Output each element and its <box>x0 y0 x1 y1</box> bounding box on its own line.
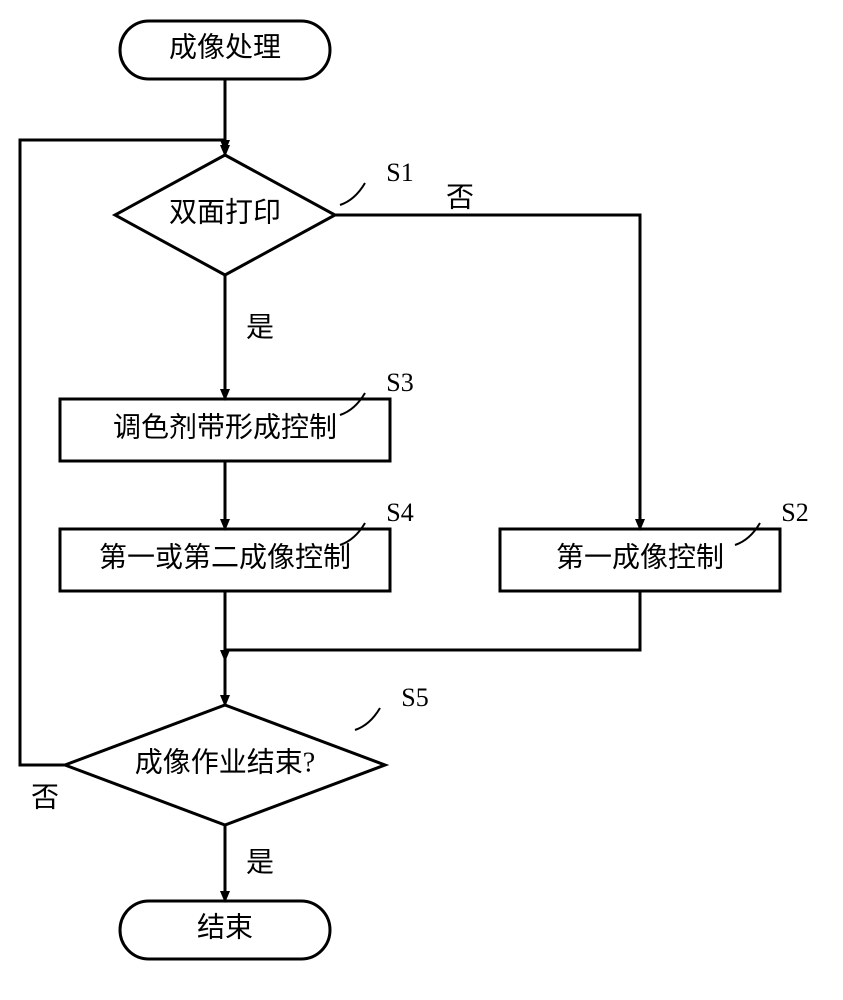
edge-label: 否 <box>31 782 59 813</box>
node-text-s2: 第一成像控制 <box>556 541 724 573</box>
edge-s5_left_no <box>20 140 225 765</box>
svg-text:S2: S2 <box>781 498 808 527</box>
edge-s1_right_no <box>335 215 640 529</box>
node-text-s1: 双面打印 <box>169 196 281 228</box>
svg-text:S1: S1 <box>386 158 413 187</box>
node-text-s5: 成像作业结束? <box>135 746 315 778</box>
edge-label: 否 <box>446 182 474 213</box>
node-text-s4: 第一或第二成像控制 <box>99 541 351 573</box>
edge-label: 是 <box>246 847 274 878</box>
node-text-s3: 调色剂带形成控制 <box>113 411 337 443</box>
svg-text:S4: S4 <box>386 498 413 527</box>
svg-text:S5: S5 <box>401 683 428 712</box>
edge-s2_down_merge <box>225 591 640 650</box>
svg-text:S3: S3 <box>386 368 413 397</box>
flowchart-canvas: 成像处理双面打印 S1 调色剂带形成控制 S3 第一或第二成像控制 S4 第一成像控制 S2 成… <box>0 0 843 1000</box>
node-text-start: 成像处理 <box>169 31 281 63</box>
edge-label: 是 <box>246 312 274 343</box>
node-text-end: 结束 <box>197 911 253 943</box>
